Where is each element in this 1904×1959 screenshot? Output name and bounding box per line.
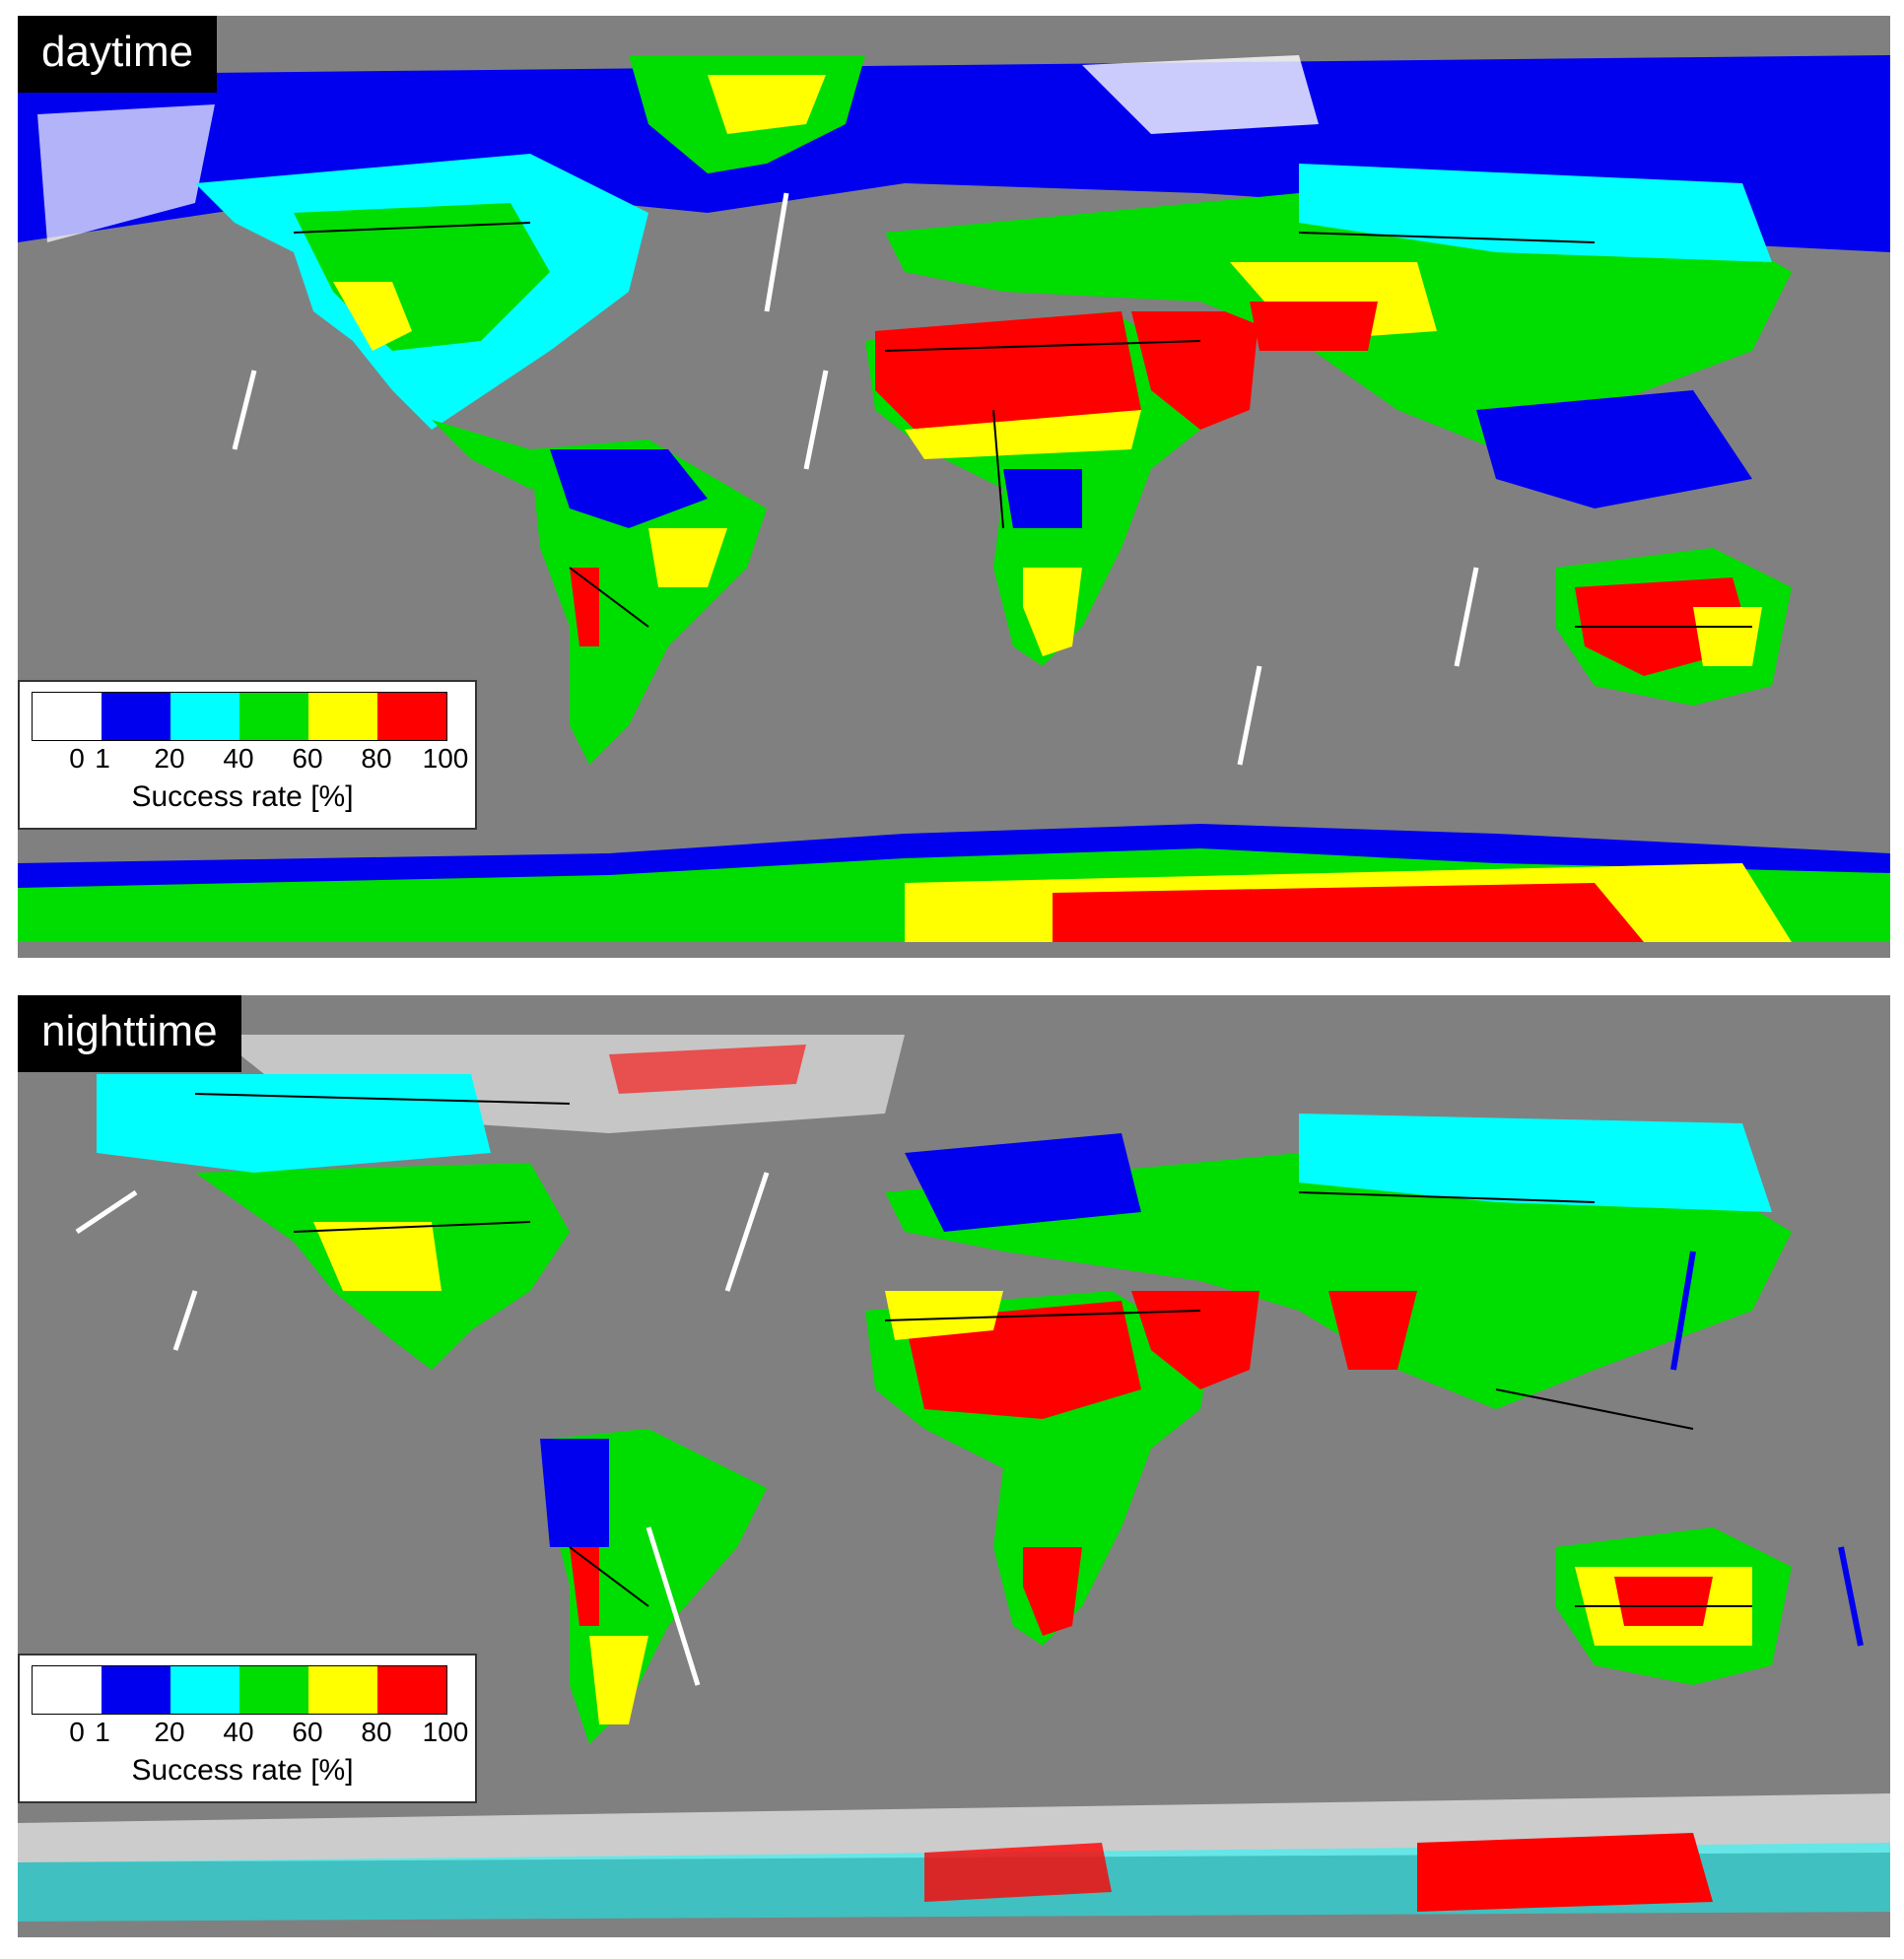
sahara-hot <box>875 311 1141 449</box>
greenland-center <box>708 75 826 134</box>
daytime-world-map <box>18 55 1890 942</box>
india-hot <box>1328 1291 1417 1370</box>
iran-hot <box>1250 302 1378 351</box>
legend-tick: 100 <box>422 1717 469 1747</box>
legend-swatch-2 <box>170 1666 239 1714</box>
legend-swatch-0 <box>33 693 102 740</box>
legend-tick: 0 <box>69 743 85 774</box>
kalahari-hot <box>1023 568 1082 656</box>
country-borders <box>293 222 1752 628</box>
antarctica-blue-edge <box>18 824 1890 888</box>
amazon-blue <box>550 449 708 528</box>
congo-blue <box>1003 469 1082 528</box>
nighttime-map-panel: nighttime 0 1 20 40 60 80 100 Success ra… <box>18 995 1890 1937</box>
legend-tick: 40 <box>223 743 254 774</box>
europe-blue <box>905 1133 1141 1232</box>
us-southwest-hot <box>333 282 412 351</box>
legend-swatch-1 <box>102 1666 170 1714</box>
amazon-blue <box>540 1439 609 1547</box>
legend-tick: 100 <box>422 743 469 774</box>
us-yellow <box>313 1222 442 1291</box>
legend-title: Success rate [%] <box>131 1754 354 1787</box>
legend-tick: 80 <box>361 1717 392 1747</box>
arctic-white-patch-2 <box>37 104 215 242</box>
color-legend: 0 1 20 40 60 80 100 Success rate [%] <box>18 1654 477 1803</box>
legend-swatch-3 <box>239 1666 308 1714</box>
ocean-swath-streaks <box>75 1172 770 1686</box>
legend-colorbar <box>32 692 447 741</box>
nighttime-world-map <box>18 1035 1890 1922</box>
legend-colorbar <box>32 1665 447 1715</box>
legend-tick: 0 <box>69 1717 85 1747</box>
atacama-hot <box>570 568 599 646</box>
country-borders <box>194 1093 1752 1607</box>
brazil-yellow <box>648 528 727 587</box>
panel-label: daytime <box>18 16 218 93</box>
legend-tick: 1 <box>95 1717 110 1747</box>
se-asia-blue <box>1476 390 1752 508</box>
arabia-hot <box>1131 311 1259 430</box>
eurasia <box>885 1153 1792 1409</box>
siberia-cyan <box>1299 1114 1772 1212</box>
panel-label: nighttime <box>18 995 241 1072</box>
legend-tick: 40 <box>223 1717 254 1747</box>
arctic-white-patch <box>1082 55 1319 134</box>
legend-tick: 1 <box>95 743 110 774</box>
patagonia-yellow <box>589 1636 648 1724</box>
legend-swatch-0 <box>33 1666 102 1714</box>
legend-swatch-4 <box>308 1666 377 1714</box>
blue-swath-streaks <box>1670 1250 1864 1647</box>
sahel-yellow <box>885 1291 1003 1340</box>
australia-hot <box>1614 1577 1713 1626</box>
kalahari-hot <box>1023 1547 1082 1636</box>
sahel-yellow <box>905 410 1141 459</box>
arabia-hot <box>1131 1291 1259 1389</box>
color-legend: 0 1 20 40 60 80 100 Success rate [%] <box>18 680 477 830</box>
legend-swatch-5 <box>377 1666 446 1714</box>
canada-cyan <box>97 1074 491 1173</box>
antarctica-hot <box>1053 883 1644 942</box>
legend-tick: 60 <box>292 1717 323 1747</box>
australia-yellow <box>1693 607 1762 666</box>
legend-ticks: 0 1 20 40 60 80 100 <box>20 743 479 777</box>
antarctica-hot-2 <box>924 1843 1112 1902</box>
legend-title: Success rate [%] <box>131 780 354 813</box>
legend-swatch-4 <box>308 693 377 740</box>
arctic-red-streaks <box>609 1045 806 1094</box>
legend-tick: 60 <box>292 743 323 774</box>
daytime-map-panel: daytime 0 1 20 40 60 80 100 Success rate… <box>18 16 1890 958</box>
south-america <box>530 439 767 765</box>
legend-swatch-5 <box>377 693 446 740</box>
legend-swatch-1 <box>102 693 170 740</box>
legend-tick: 20 <box>154 1717 185 1747</box>
antarctica-hot <box>1417 1833 1713 1912</box>
legend-tick: 80 <box>361 743 392 774</box>
legend-tick: 20 <box>154 743 185 774</box>
andes-hot <box>570 1547 599 1626</box>
legend-swatch-3 <box>239 693 308 740</box>
ocean-swath-streaks <box>232 192 1479 766</box>
legend-swatch-2 <box>170 693 239 740</box>
legend-ticks: 0 1 20 40 60 80 100 <box>20 1717 479 1750</box>
